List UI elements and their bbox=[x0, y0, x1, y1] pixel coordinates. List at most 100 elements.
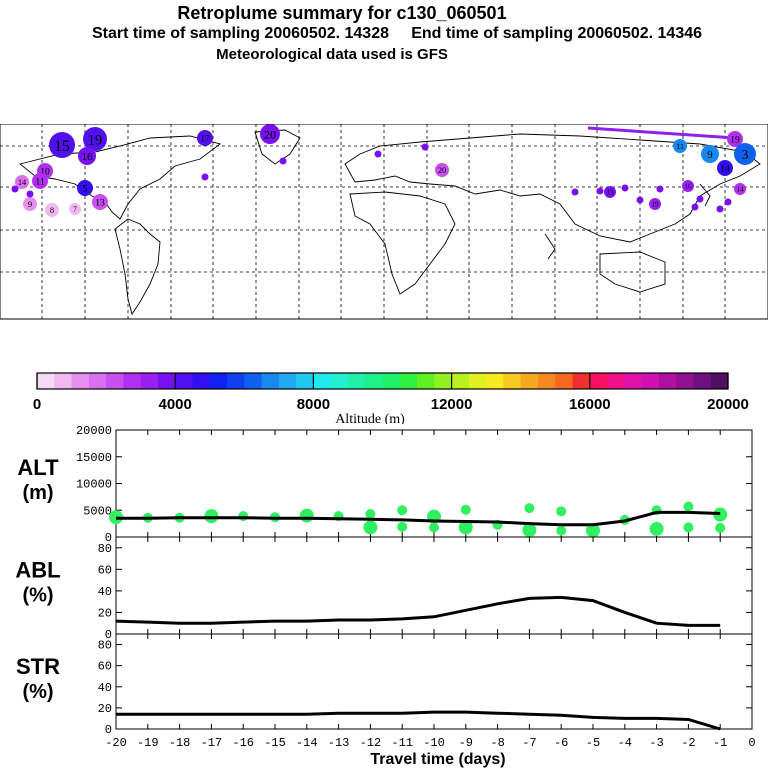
map-marker-label: 3 bbox=[742, 147, 749, 162]
colorbar-cell bbox=[192, 373, 211, 389]
colorbar-cell bbox=[520, 373, 539, 389]
alt-line bbox=[116, 510, 721, 527]
map-marker: 13 bbox=[604, 186, 616, 198]
map-dot bbox=[279, 157, 287, 165]
map-marker: 14 bbox=[15, 175, 29, 189]
map-dot bbox=[421, 143, 429, 151]
met-data-note: Meteorological data used is GFS bbox=[216, 46, 448, 63]
panel-title: ALT bbox=[17, 455, 59, 480]
map-dot bbox=[26, 190, 34, 198]
x-tick-label: -1 bbox=[713, 736, 727, 750]
alt-point bbox=[458, 520, 473, 535]
map-marker: 16 bbox=[682, 180, 694, 192]
alt-point bbox=[713, 507, 728, 522]
map-marker-label: 10 bbox=[40, 167, 50, 178]
colorbar-cell bbox=[624, 373, 643, 389]
x-tick-label: -6 bbox=[554, 736, 568, 750]
x-tick-label: -4 bbox=[618, 736, 632, 750]
colorbar-cell bbox=[71, 373, 90, 389]
alt-point bbox=[429, 522, 439, 533]
colorbar-cell bbox=[261, 373, 280, 389]
map-dot bbox=[596, 187, 604, 195]
colorbar-cell bbox=[88, 373, 107, 389]
map-graticule bbox=[0, 124, 768, 319]
y-tick-label: 20 bbox=[98, 606, 112, 620]
map-marker: 14 bbox=[734, 183, 746, 195]
colorbar-cell bbox=[140, 373, 159, 389]
x-tick-label: -11 bbox=[391, 736, 413, 750]
map-marker: 17 bbox=[197, 130, 213, 146]
colorbar-cell bbox=[175, 373, 193, 389]
colorbar-cell bbox=[451, 373, 470, 389]
map-marker: 16 bbox=[78, 147, 96, 165]
map-marker: 20 bbox=[260, 124, 280, 144]
map-dot bbox=[374, 150, 382, 158]
alt-point bbox=[363, 520, 378, 535]
colorbar-cell bbox=[417, 373, 435, 389]
map-marker: 7 bbox=[69, 203, 81, 215]
colorbar-cell bbox=[658, 373, 677, 389]
map-marker-label: 9 bbox=[28, 200, 32, 209]
map-marker-label: 16 bbox=[82, 151, 93, 163]
y-tick-label: 80 bbox=[98, 639, 112, 653]
map-marker-label: 13 bbox=[606, 189, 614, 197]
map-marker: 14 bbox=[717, 160, 733, 176]
y-tick-label: 20000 bbox=[76, 424, 112, 438]
colorbar-cell bbox=[296, 373, 314, 389]
x-tick-label: -18 bbox=[169, 736, 191, 750]
map-marker: 3 bbox=[734, 143, 756, 165]
colorbar-cell bbox=[313, 373, 332, 389]
map-marker: 19 bbox=[727, 131, 743, 147]
map-marker: 19 bbox=[649, 198, 661, 210]
x-tick-label: -5 bbox=[586, 736, 600, 750]
panel-title: ABL bbox=[15, 558, 60, 583]
x-tick-label: -15 bbox=[264, 736, 286, 750]
map-dot bbox=[691, 203, 699, 211]
colorbar-tick-label: 0 bbox=[33, 396, 41, 413]
alt-point bbox=[715, 522, 726, 533]
y-tick-label: 60 bbox=[98, 660, 112, 674]
x-tick-label: -19 bbox=[137, 736, 159, 750]
x-tick-label: -7 bbox=[522, 736, 536, 750]
time-series-panels: 05000100001500020000ALT(m)020406080ABL(%… bbox=[15, 424, 755, 768]
map-marker-label: 14 bbox=[720, 164, 730, 175]
map-marker-label: 15 bbox=[54, 138, 70, 155]
panel-str: 0 20 40 60 80 STR(%) bbox=[16, 633, 753, 737]
alt-point bbox=[556, 525, 567, 536]
colorbar-cell bbox=[468, 373, 487, 389]
map-marker: 13 bbox=[92, 194, 108, 210]
y-tick-label: 40 bbox=[98, 681, 112, 695]
x-tick-label: 0 bbox=[748, 736, 755, 750]
colorbar-cell bbox=[106, 373, 124, 389]
alt-point bbox=[397, 521, 408, 532]
map-marker: 19 bbox=[83, 127, 107, 151]
map-marker: 11 bbox=[32, 173, 48, 189]
y-tick-label: 15000 bbox=[76, 451, 112, 465]
chart-title: Retroplume summary for c130_060501 bbox=[177, 3, 507, 23]
x-tick-label: -16 bbox=[232, 736, 254, 750]
map-marker-label: 5 bbox=[83, 184, 88, 195]
colorbar-cell bbox=[537, 373, 556, 389]
x-tick-label: -9 bbox=[459, 736, 473, 750]
x-tick-label: -20 bbox=[105, 736, 127, 750]
colorbar-cell bbox=[123, 373, 142, 389]
alt-point bbox=[683, 522, 694, 533]
alt-point bbox=[524, 503, 535, 514]
colorbar-cell bbox=[347, 373, 366, 389]
map-marker-label: 20 bbox=[438, 166, 446, 175]
alt-point bbox=[683, 501, 694, 512]
map-dot bbox=[656, 185, 664, 193]
y-tick-label: 5000 bbox=[83, 504, 112, 518]
alt-point bbox=[522, 523, 537, 538]
map-marker: 9 bbox=[23, 197, 37, 211]
map-dot bbox=[201, 173, 209, 181]
map-dot bbox=[696, 195, 704, 203]
map-marker: 5 bbox=[77, 180, 93, 196]
panel-abl: 0 20 40 60 80 ABL(%) bbox=[15, 536, 753, 642]
panel-title: STR bbox=[16, 654, 60, 679]
colorbar-cell bbox=[330, 373, 349, 389]
map-dot bbox=[716, 205, 724, 213]
alt-point bbox=[397, 505, 408, 516]
map-marker-label: 14 bbox=[736, 186, 744, 194]
colorbar-tick-label: 12000 bbox=[431, 396, 473, 413]
